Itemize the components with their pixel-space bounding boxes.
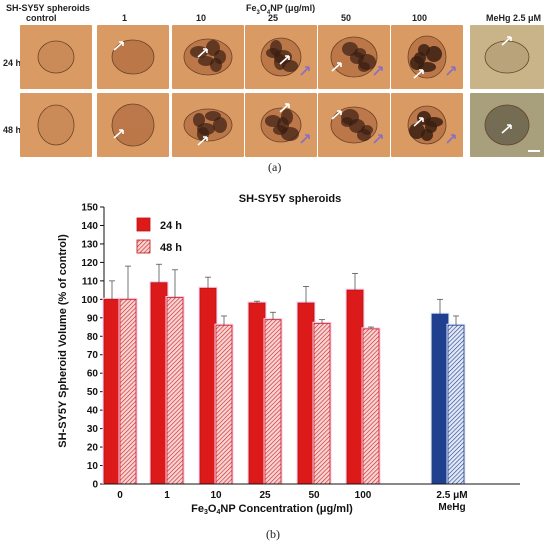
x-tick-label: 1 bbox=[164, 490, 170, 501]
y-axis-label: SH-SY5Y Spheroid Volume (% of control) bbox=[57, 234, 69, 448]
micrograph-np-25-24h bbox=[245, 25, 317, 89]
row-label-24h: 24 h bbox=[3, 58, 22, 68]
panel-b-chart: SH-SY5Y spheroids SH-SY5Y Spheroid Volum… bbox=[0, 180, 550, 542]
y-tick-label: 80 bbox=[87, 332, 99, 343]
legend-label-48h: 48 h bbox=[160, 242, 182, 254]
x-tick-label-mehg-dose: 2.5 μM bbox=[436, 490, 467, 501]
y-tick-label: 130 bbox=[81, 239, 98, 250]
bar-chart: SH-SY5Y spheroids SH-SY5Y Spheroid Volum… bbox=[57, 193, 520, 541]
y-tick-label: 40 bbox=[87, 406, 99, 417]
x-tick-label: 25 bbox=[259, 490, 271, 501]
x-tick-label: 0 bbox=[117, 490, 123, 501]
bar-24h-4 bbox=[297, 302, 315, 485]
conc-label-1: 1 bbox=[122, 13, 128, 23]
legend-swatch-48h bbox=[136, 239, 151, 254]
y-tick-label: 30 bbox=[87, 424, 99, 435]
micrograph-np-10-24h bbox=[172, 25, 244, 89]
conc-label-10: 10 bbox=[196, 13, 207, 23]
caption-b: (b) bbox=[266, 527, 280, 541]
bar-24h-3 bbox=[248, 302, 266, 485]
bar-48h-3 bbox=[264, 319, 282, 485]
micrograph-mehg-48h bbox=[470, 93, 544, 157]
y-tick-label: 0 bbox=[92, 480, 98, 491]
bar-24h-6 bbox=[431, 313, 449, 485]
bar-48h-2 bbox=[215, 324, 233, 485]
bar-48h-4 bbox=[313, 322, 331, 485]
micrograph-control-48h bbox=[20, 93, 92, 157]
conc-label-25: 25 bbox=[268, 13, 279, 23]
y-tick-label: 10 bbox=[87, 461, 99, 472]
bar-24h-5 bbox=[346, 289, 364, 485]
y-tick-label: 50 bbox=[87, 387, 99, 398]
micrograph-np-50-24h bbox=[318, 25, 390, 89]
legend-label-24h: 24 h bbox=[160, 220, 182, 232]
x-tick-label-mehg-name: MeHg bbox=[438, 502, 465, 513]
bar-24h-2 bbox=[199, 287, 217, 485]
chart-title: SH-SY5Y spheroids bbox=[239, 193, 342, 205]
micrograph-np-10-48h bbox=[172, 93, 244, 157]
panel-a-micrographs: SH-SY5Y spheroids control Fe3O4NP (μg/ml… bbox=[0, 0, 550, 175]
micrograph-np-50-48h bbox=[318, 93, 390, 157]
conc-label-50: 50 bbox=[341, 13, 352, 23]
y-axis: 0 10 20 30 40 50 60 70 80 90 100 110 120 130 140 150 bbox=[81, 203, 105, 491]
bar-24h-0 bbox=[103, 298, 121, 485]
bar-24h-1 bbox=[150, 282, 168, 485]
y-tick-label: 90 bbox=[87, 313, 99, 324]
bar-48h-0 bbox=[119, 298, 137, 485]
micrograph-np-1-24h bbox=[97, 25, 169, 89]
micrograph-np-25-48h bbox=[245, 93, 317, 157]
caption-a: (a) bbox=[268, 160, 282, 174]
micrograph-np-1-48h bbox=[97, 93, 169, 157]
y-tick-label: 110 bbox=[82, 276, 99, 287]
x-tick-label: 10 bbox=[210, 490, 222, 501]
x-tick-label: 50 bbox=[308, 490, 320, 501]
y-tick-label: 100 bbox=[81, 295, 98, 306]
row-label-48h: 48 h bbox=[3, 125, 22, 135]
concentration-header: Fe3O4NP (μg/ml) bbox=[246, 3, 316, 16]
mehg-header: MeHg 2.5 μM bbox=[486, 13, 542, 23]
y-tick-label: 60 bbox=[87, 369, 99, 380]
y-tick-label: 70 bbox=[87, 350, 99, 361]
x-axis-label: Fe3O4NP Concentration (μg/ml) bbox=[191, 503, 353, 516]
bar-48h-5 bbox=[362, 328, 380, 485]
bar-48h-1 bbox=[166, 297, 184, 485]
spheroids-header: SH-SY5Y spheroids bbox=[6, 3, 90, 13]
legend: 24 h 48 h bbox=[136, 217, 182, 254]
micrograph-control-24h bbox=[20, 25, 92, 89]
bars bbox=[102, 263, 466, 485]
micrograph-np-100-48h bbox=[391, 93, 463, 157]
x-tick-label: 100 bbox=[355, 490, 372, 501]
legend-swatch-24h bbox=[136, 217, 151, 232]
y-tick-label: 150 bbox=[81, 203, 98, 214]
y-tick-label: 20 bbox=[87, 443, 99, 454]
micrograph-mehg-24h bbox=[470, 25, 544, 89]
bar-48h-6 bbox=[447, 324, 465, 485]
control-header: control bbox=[26, 13, 57, 23]
y-tick-label: 120 bbox=[81, 258, 98, 269]
y-tick-label: 140 bbox=[81, 221, 98, 232]
micrograph-np-100-24h bbox=[391, 25, 463, 89]
conc-label-100: 100 bbox=[412, 13, 428, 23]
